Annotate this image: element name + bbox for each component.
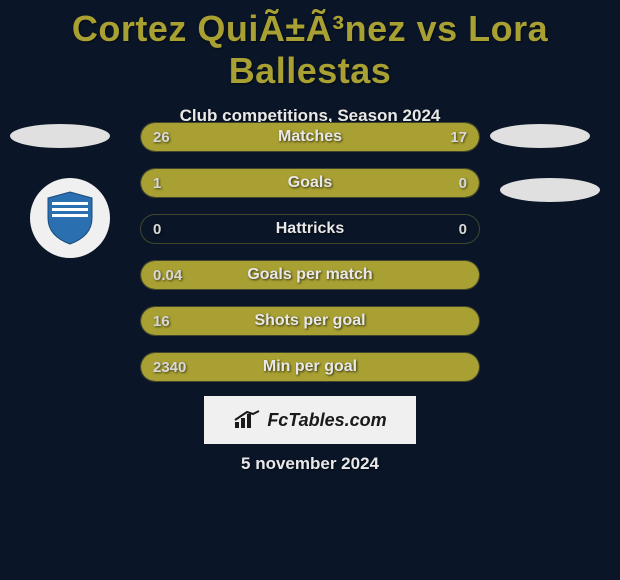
footer-date: 5 november 2024	[0, 454, 620, 474]
stat-label: Matches	[141, 123, 479, 151]
stat-row: 10Goals	[140, 168, 480, 198]
stat-row: 2617Matches	[140, 122, 480, 152]
chart-icon	[233, 410, 261, 430]
player-right-badge-2	[500, 178, 600, 202]
stats-comparison: 2617Matches 10Goals 00Hattricks 0.04Goals p…	[140, 122, 480, 398]
player-right-badge-1	[490, 124, 590, 148]
shield-icon	[40, 188, 100, 248]
page-title: Cortez QuiÃ±Ã³nez vs Lora Ballestas	[0, 0, 620, 92]
brand-box: FcTables.com	[204, 396, 416, 444]
stat-label: Shots per goal	[141, 307, 479, 335]
stat-label: Goals	[141, 169, 479, 197]
brand-text: FcTables.com	[267, 410, 386, 431]
stat-row: 16Shots per goal	[140, 306, 480, 336]
stat-row: 0.04Goals per match	[140, 260, 480, 290]
stat-row: 2340Min per goal	[140, 352, 480, 382]
player-left-badge	[10, 124, 110, 148]
stat-label: Goals per match	[141, 261, 479, 289]
stat-label: Min per goal	[141, 353, 479, 381]
club-left-badge	[30, 178, 110, 258]
stat-label: Hattricks	[141, 215, 479, 243]
stat-row: 00Hattricks	[140, 214, 480, 244]
